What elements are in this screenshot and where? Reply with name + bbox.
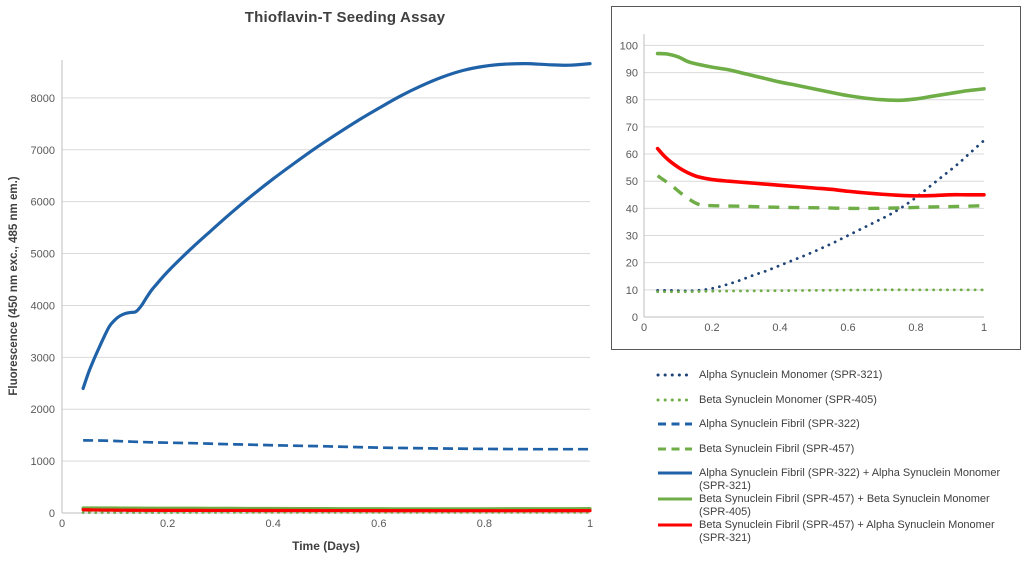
chart-title: Thioflavin-T Seeding Assay — [244, 9, 446, 26]
inset-chart: 0 10 20 30 40 50 60 70 80 90 100 0 0.2 0.4 0.6 0.8 1 — [611, 6, 1021, 350]
svg-text:0: 0 — [641, 322, 647, 334]
legend-entry-label: Beta Synuclein Fibril (SPR-457) + Beta S… — [699, 493, 990, 518]
svg-text:8000: 8000 — [31, 93, 55, 105]
legend-entry: Beta Synuclein Fibril (SPR-457) — [656, 443, 1016, 456]
svg-text:90: 90 — [626, 68, 638, 80]
series-line — [81, 508, 592, 513]
legend-entry: Alpha Synuclein Fibril (SPR-322) — [656, 418, 1016, 431]
svg-text:20: 20 — [626, 258, 638, 270]
legend-marker-solid-line-icon — [658, 523, 692, 527]
svg-text:1: 1 — [981, 322, 987, 334]
svg-text:0: 0 — [59, 518, 65, 530]
x-axis-label: Time (Days) — [292, 539, 360, 553]
svg-text:6000: 6000 — [31, 197, 55, 209]
svg-text:30: 30 — [626, 231, 638, 243]
legend-marker-solid-line-icon — [658, 471, 692, 475]
legend-marker-dashed-line-icon — [658, 447, 692, 450]
legend-entry: Beta Synuclein Monomer (SPR-405) — [656, 394, 1016, 407]
legend-entry-label: Beta Synuclein Fibril (SPR-457) — [699, 442, 855, 455]
inset-chart-svg: 0 10 20 30 40 50 60 70 80 90 100 0 0.2 0.4 0.6 0.8 1 — [620, 34, 987, 334]
svg-text:0.2: 0.2 — [704, 322, 719, 334]
main-chart: 0 1000 2000 3000 4000 5000 6000 7000 8000 0 0.2 0.4… — [31, 60, 593, 530]
svg-text:0.6: 0.6 — [371, 518, 386, 530]
legend-entry-label: Alpha Synuclein Monomer (SPR-321) — [699, 369, 883, 381]
series-line — [83, 439, 590, 451]
series-line — [81, 62, 592, 391]
legend-marker-dotted-line-icon — [656, 398, 694, 401]
legend-entry: Alpha Synuclein Fibril (SPR-322) + Alpha… — [656, 467, 1016, 492]
legend: Alpha Synuclein Monomer (SPR-321) Beta Sy… — [656, 369, 1016, 545]
svg-text:4000: 4000 — [31, 300, 55, 312]
svg-text:0: 0 — [49, 508, 55, 520]
svg-text:0.8: 0.8 — [908, 322, 923, 334]
legend-marker-solid-line-icon — [658, 497, 692, 501]
svg-text:1: 1 — [587, 518, 593, 530]
y-axis-label: Fluorescence (450 nm exc., 485 nm em.) — [8, 176, 20, 396]
svg-text:5000: 5000 — [31, 249, 55, 261]
svg-text:60: 60 — [626, 149, 638, 161]
legend-marker-dotted-line-icon — [656, 373, 694, 377]
legend-entry: Beta Synuclein Fibril (SPR-457) + Beta S… — [656, 493, 1016, 518]
legend-entry-label: Beta Synuclein Fibril (SPR-457) + Alpha … — [699, 519, 995, 544]
svg-text:0.2: 0.2 — [160, 518, 175, 530]
svg-text:0: 0 — [632, 312, 638, 324]
series-line — [656, 139, 986, 293]
legend-entry-label: Alpha Synuclein Fibril (SPR-322) + Alpha… — [699, 467, 1001, 492]
svg-text:0.6: 0.6 — [840, 322, 855, 334]
svg-text:1000: 1000 — [31, 456, 55, 468]
legend-entry: Beta Synuclein Fibril (SPR-457) + Alpha … — [656, 519, 1016, 544]
svg-text:0.4: 0.4 — [772, 322, 787, 334]
series-line — [655, 51, 986, 103]
legend-entry: Alpha Synuclein Monomer (SPR-321) — [656, 369, 1016, 382]
series-line — [656, 174, 985, 211]
svg-text:3000: 3000 — [31, 352, 55, 364]
svg-text:0.4: 0.4 — [266, 518, 281, 530]
svg-text:50: 50 — [626, 176, 638, 188]
legend-entry-label: Beta Synuclein Monomer (SPR-405) — [699, 393, 877, 406]
series-line — [656, 288, 986, 294]
svg-text:10: 10 — [626, 285, 638, 297]
svg-text:0.8: 0.8 — [477, 518, 492, 530]
series-line — [81, 506, 592, 511]
svg-text:80: 80 — [626, 95, 638, 107]
series-line — [655, 146, 986, 198]
svg-text:7000: 7000 — [31, 145, 55, 157]
legend-entry-label: Alpha Synuclein Fibril (SPR-322) — [699, 418, 860, 430]
svg-text:2000: 2000 — [31, 404, 55, 416]
legend-marker-dashed-line-icon — [658, 422, 692, 426]
svg-text:70: 70 — [626, 122, 638, 134]
svg-text:40: 40 — [626, 203, 638, 215]
svg-text:100: 100 — [620, 40, 638, 52]
